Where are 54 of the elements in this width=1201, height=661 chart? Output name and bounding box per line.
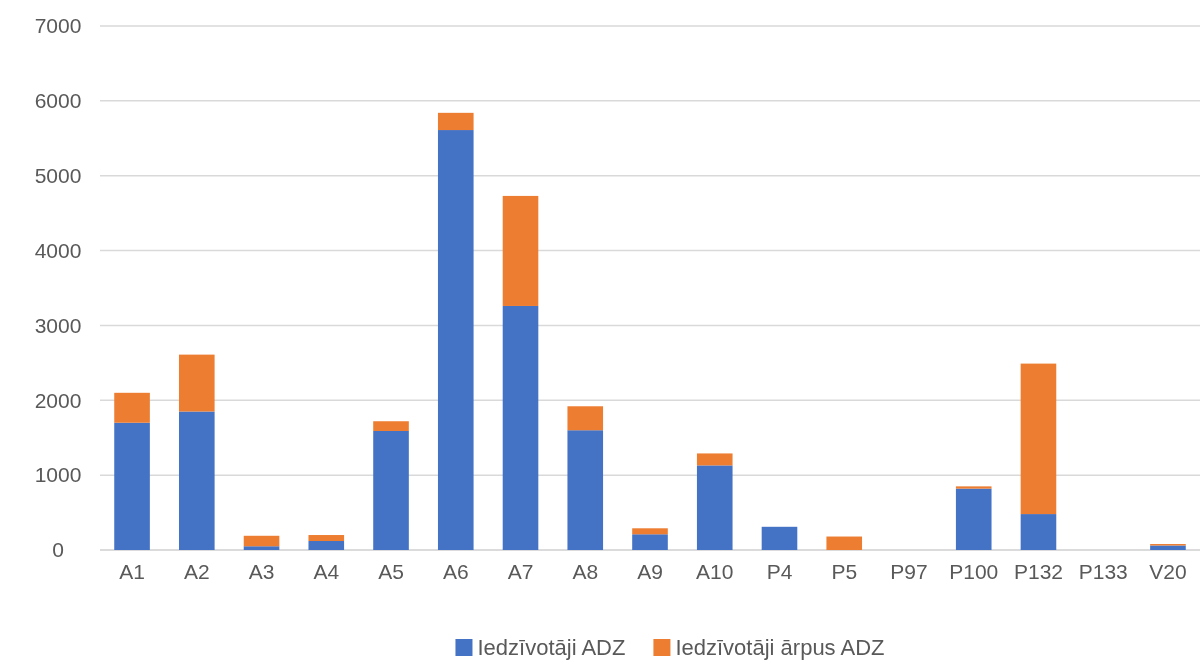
x-tick-label: A4 [313,559,340,583]
bar [243,535,280,547]
x-tick-label: A5 [378,559,404,583]
bar [114,392,150,423]
bar [243,546,280,550]
bar [761,526,798,550]
bar [373,430,409,550]
y-tick-label: 4000 [34,238,82,262]
x-tick-label: A8 [572,559,599,583]
bar [632,534,668,550]
bar [632,528,668,535]
x-tick-label: A1 [119,559,145,583]
x-tick-label: A6 [442,559,469,583]
x-tick-label: P100 [949,559,999,583]
x-tick-label: A9 [637,559,663,583]
x-tick-label: A10 [696,559,734,583]
x-tick-label: A3 [248,559,275,583]
y-tick-label: 1000 [34,463,82,487]
bar [373,421,409,431]
bar [1150,545,1186,550]
bar [178,354,215,412]
legend-label: Iedzīvotāji ADZ [477,635,626,660]
bar [178,411,215,550]
bar [826,536,863,550]
x-tick-label: V20 [1149,559,1187,583]
x-tick-label: P97 [890,559,928,583]
bar [955,488,992,550]
bar [308,541,345,550]
bar [308,535,345,542]
y-tick-label: 7000 [34,14,82,38]
bar [567,430,604,550]
x-tick-label: P4 [766,559,793,583]
bar [696,453,733,466]
bar [1020,363,1057,515]
bar [1020,514,1057,550]
bar [567,406,604,431]
x-tick-label: A7 [507,559,534,583]
bar [955,486,992,489]
y-tick-label: 6000 [34,89,82,113]
x-tick-label: P132 [1013,559,1063,583]
bar [696,465,733,550]
y-tick-label: 2000 [34,388,82,412]
x-tick-label: P133 [1078,559,1128,583]
y-tick-label: 0 [52,538,64,562]
bar [502,195,539,306]
x-tick-label: P5 [831,559,858,583]
y-tick-label: 3000 [34,313,82,337]
bar [502,305,539,550]
bar [437,112,474,131]
bar [114,422,150,550]
legend-label: Iedzīvotāji ārpus ADZ [675,635,885,660]
x-tick-label: A2 [183,559,210,583]
bar [437,130,474,550]
y-tick-label: 5000 [34,163,82,187]
